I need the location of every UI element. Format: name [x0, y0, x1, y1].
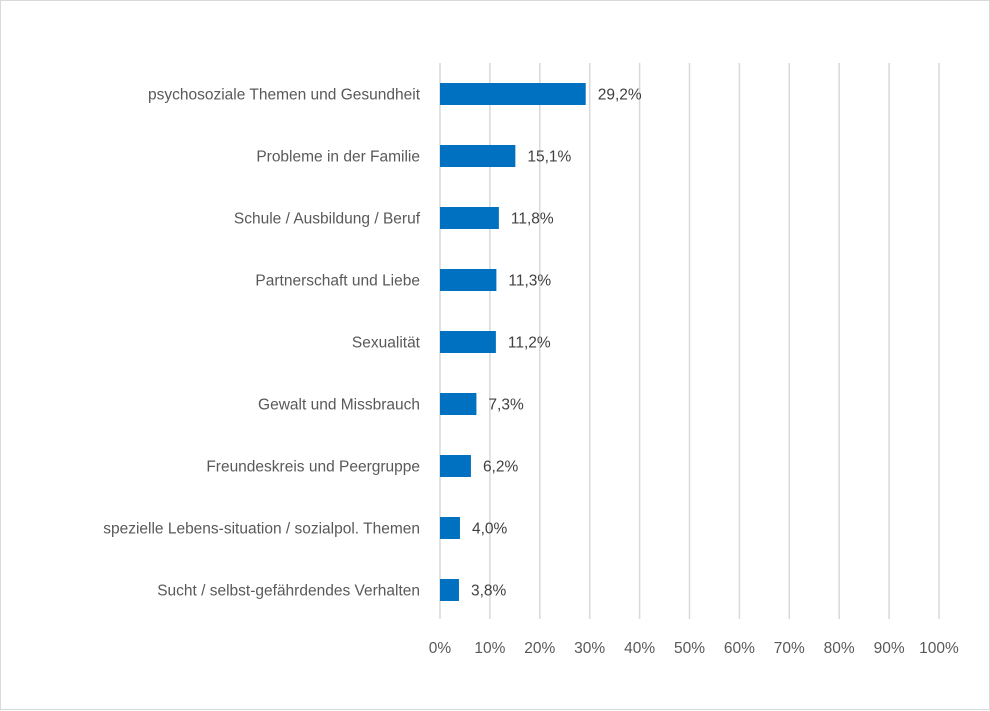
value-labels: 29,2% 15,1% 11,8% 11,3% 11,2% 7,3% 6,2% 4,0% 3,8…	[471, 87, 642, 600]
category-label: psychosoziale Themen und Gesundheit	[148, 87, 421, 104]
data-label: 4,0%	[472, 521, 508, 538]
bar	[440, 83, 586, 105]
category-labels: psychosoziale Themen und Gesundheit Probl…	[103, 87, 420, 600]
x-tick-label: 0%	[429, 640, 452, 657]
category-label: Probleme in der Familie	[256, 149, 420, 166]
data-label: 3,8%	[471, 583, 507, 600]
x-tick-label: 50%	[674, 640, 705, 657]
data-label: 7,3%	[488, 397, 524, 414]
bar	[440, 331, 496, 353]
data-label: 6,2%	[483, 459, 519, 476]
bar	[440, 269, 497, 291]
x-tick-label: 30%	[574, 640, 605, 657]
category-label: Gewalt und Missbrauch	[258, 397, 420, 414]
bar	[440, 207, 499, 229]
category-label: spezielle Lebens-situation / sozialpol. …	[103, 521, 420, 538]
x-tick-label: 10%	[474, 640, 505, 657]
x-axis-tick-labels: 0% 10% 20% 30% 40% 50% 60% 70% 80% 90% 100%	[429, 640, 959, 657]
category-label: Freundeskreis und Peergruppe	[206, 459, 420, 476]
category-label: Schule / Ausbildung / Beruf	[234, 211, 421, 228]
bar	[440, 393, 477, 415]
x-tick-label: 20%	[524, 640, 555, 657]
x-tick-label: 60%	[724, 640, 755, 657]
bar	[440, 145, 516, 167]
x-tick-label: 40%	[624, 640, 655, 657]
data-label: 15,1%	[527, 149, 571, 166]
bar	[440, 517, 460, 539]
category-label: Partnerschaft und Liebe	[255, 273, 420, 290]
category-label: Sucht / selbst-gefährdendes Verhalten	[157, 583, 420, 600]
x-tick-label: 100%	[919, 640, 959, 657]
bars	[440, 83, 586, 601]
bar	[440, 455, 471, 477]
category-label: Sexualität	[352, 335, 421, 352]
data-label: 11,8%	[511, 211, 554, 228]
x-tick-label: 80%	[824, 640, 855, 657]
x-tick-label: 90%	[874, 640, 905, 657]
x-tick-label: 70%	[774, 640, 805, 657]
bar	[440, 579, 459, 601]
data-label: 11,2%	[508, 335, 551, 352]
data-label: 11,3%	[508, 273, 551, 290]
data-label: 29,2%	[598, 87, 642, 104]
